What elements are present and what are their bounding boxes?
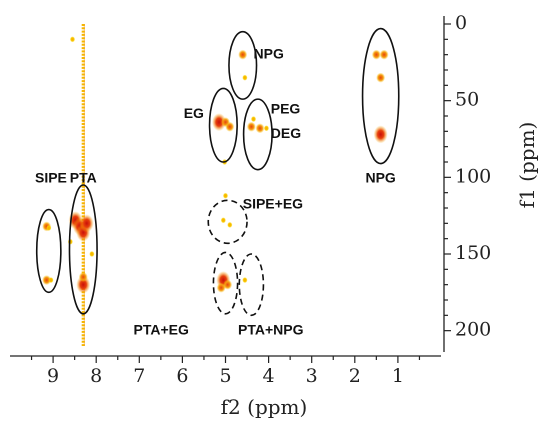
annotation-label: PTA+NPG	[238, 321, 304, 337]
annotation-label: PEG	[271, 101, 301, 117]
annotation-label: SIPE+EG	[243, 196, 303, 212]
dashed-region-outline	[212, 251, 239, 315]
annotations-layer: NPG EG PEG DEG NPG SIPE PTA SIPE+EG PTA+EG PTA+NP…	[35, 45, 396, 337]
x-tick-label: 7	[133, 365, 145, 387]
peak-weak	[220, 217, 226, 224]
peak-medium	[376, 72, 386, 83]
y-tick-label: 100	[455, 165, 491, 187]
peak-medium	[371, 49, 381, 60]
peak-weak	[89, 251, 95, 257]
x-tick-label: 6	[176, 365, 188, 387]
peak-strong	[76, 275, 91, 294]
region-outline	[35, 208, 62, 294]
x-tick-label: 2	[349, 365, 361, 387]
x-tick-label: 4	[263, 365, 275, 387]
peak-weak	[242, 74, 248, 81]
peak-medium	[216, 282, 226, 293]
x-tick-label: 1	[392, 365, 404, 387]
regions-layer	[35, 27, 400, 317]
y-ticks: 0 50 100 150 200	[444, 12, 491, 341]
peak-weak	[250, 116, 257, 123]
peak-weak	[242, 277, 248, 284]
annotation-label: NPG	[254, 45, 284, 61]
peak-weak	[263, 125, 270, 132]
peak-medium	[225, 121, 235, 132]
region-outline	[68, 184, 98, 315]
region-outline	[242, 98, 273, 171]
y-axis-title: f1 (ppm)	[515, 122, 539, 209]
peak-weak	[222, 192, 229, 199]
x-tick-label: 9	[47, 365, 59, 387]
region-outline	[228, 30, 258, 100]
x-tick-label: 5	[219, 365, 231, 387]
peak-strong	[79, 214, 94, 233]
peak-strong	[212, 113, 227, 132]
annotation-label: EG	[184, 105, 204, 121]
x-axis-title: f2 (ppm)	[221, 395, 308, 419]
y-tick-label: 150	[455, 242, 491, 264]
annotation-label: PTA+EG	[133, 321, 188, 337]
region-outline	[361, 27, 400, 165]
x-tick-label: 3	[306, 365, 318, 387]
dashed-region-outline	[238, 253, 265, 317]
peak-weak	[46, 224, 52, 231]
x-tick-label: 8	[90, 365, 102, 387]
annotation-label: NPG	[365, 170, 395, 186]
x-ticks: 9 8 7 6 5 4 3 2 1	[30, 356, 421, 387]
y-tick-label: 0	[455, 12, 467, 34]
peak-medium	[238, 49, 248, 60]
annotation-label: PTA	[70, 170, 97, 186]
y-tick-label: 50	[455, 89, 479, 111]
annotation-label: SIPE	[35, 170, 67, 186]
peak-medium	[255, 123, 265, 134]
y-tick-label: 200	[455, 319, 491, 341]
peak-weak	[227, 221, 233, 228]
dashed-region-outline	[207, 199, 248, 245]
annotation-label: DEG	[271, 125, 301, 141]
axes-layer: 9 8 7 6 5 4 3 2 1 0 50 100 150 200 f2 (ppm) f1 (ppm)	[10, 12, 539, 419]
peaks-layer	[42, 36, 389, 294]
region-outline	[208, 87, 238, 163]
peak-medium	[42, 275, 52, 286]
peak-strong	[373, 125, 388, 144]
peak-medium	[78, 272, 88, 282]
peak-medium	[379, 49, 389, 60]
peak-weak	[48, 277, 54, 284]
peak-medium	[246, 121, 256, 132]
peak-weak	[69, 36, 76, 43]
